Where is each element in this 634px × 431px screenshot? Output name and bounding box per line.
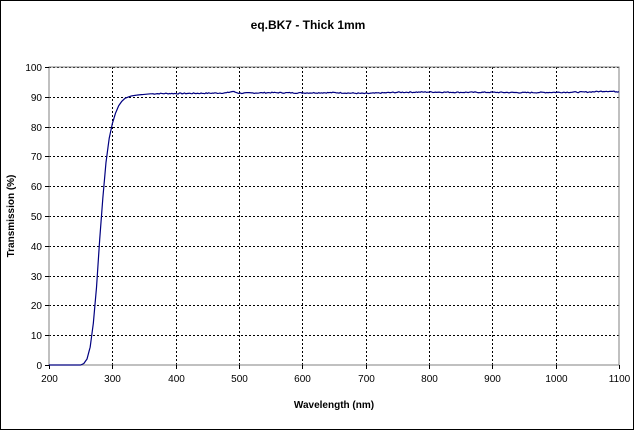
x-tick-label: 800: [421, 374, 438, 385]
x-tick-label: 700: [358, 374, 375, 385]
y-axis-label: Transmission (%): [6, 175, 17, 258]
y-tick-label: 30: [31, 272, 43, 283]
x-tick-label: 400: [168, 374, 185, 385]
y-tick-label: 70: [31, 152, 43, 163]
x-axis-ticks: 200 300 400 500 600 700 800 900 1000 1100: [41, 365, 631, 385]
y-tick-label: 0: [36, 361, 42, 372]
x-tick-label: 300: [104, 374, 121, 385]
y-tick-label: 20: [31, 301, 43, 312]
x-tick-label: 900: [484, 374, 501, 385]
y-tick-label: 100: [25, 63, 42, 74]
y-tick-label: 40: [31, 242, 43, 253]
series-line-0: [49, 90, 620, 366]
chart-title: eq.BK7 - Thick 1mm: [251, 18, 366, 32]
series-layer: [49, 90, 620, 366]
y-axis-ticks: 0 10 20 30 40 50 60 70 80 90 100: [25, 63, 49, 372]
x-tick-label: 600: [294, 374, 311, 385]
x-tick-label: 1100: [609, 374, 631, 385]
x-tick-label: 200: [41, 374, 58, 385]
y-tick-label: 10: [31, 331, 43, 342]
y-tick-label: 80: [31, 123, 43, 134]
x-tick-label: 1000: [545, 374, 568, 385]
y-tick-label: 90: [31, 93, 43, 104]
x-tick-label: 500: [231, 374, 248, 385]
y-tick-label: 50: [31, 212, 43, 223]
y-tick-label: 60: [31, 182, 43, 193]
x-axis-label: Wavelength (nm): [294, 400, 374, 411]
gridlines: [49, 67, 619, 365]
